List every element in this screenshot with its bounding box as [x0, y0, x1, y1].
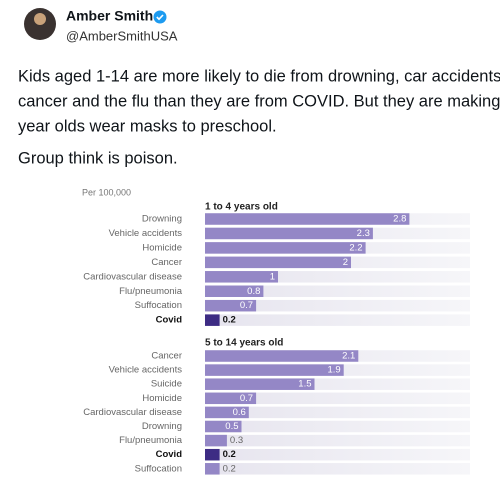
bar	[205, 271, 278, 283]
value-label: 0.5	[225, 421, 238, 432]
value-label: 2	[343, 257, 348, 268]
bar	[205, 406, 249, 419]
tweet-text: Kids aged 1-14 are more likely to die fr…	[18, 67, 500, 85]
chart-title: 1 to 4 years old	[205, 202, 278, 213]
bar	[205, 285, 264, 297]
verified-badge	[153, 10, 167, 24]
category-label: Covid	[156, 315, 183, 326]
category-label: Vehicle accidents	[109, 365, 183, 376]
category-label: Covid	[156, 449, 183, 460]
bar	[205, 448, 220, 461]
category-label: Homicide	[142, 242, 182, 253]
value-label: 0.2	[223, 463, 236, 474]
category-label: Flu/pneumonia	[119, 286, 183, 297]
category-label: Suffocation	[135, 300, 182, 311]
bar	[205, 256, 351, 269]
value-label: 0.7	[240, 393, 253, 404]
user-handle[interactable]: @AmberSmithUSA	[66, 28, 178, 43]
value-label: 0.2	[223, 315, 236, 326]
user-name[interactable]: Amber Smith	[66, 8, 153, 24]
value-label: 2.8	[393, 214, 406, 225]
bar	[205, 242, 366, 254]
bar-background	[205, 420, 470, 433]
value-label: 2.1	[342, 351, 355, 362]
category-label: Cardiovascular disease	[83, 271, 182, 282]
category-label: Drowning	[142, 421, 182, 432]
bar	[205, 392, 257, 405]
category-label: Flu/pneumonia	[119, 435, 183, 446]
chart-title: 5 to 14 years old	[205, 338, 283, 349]
bar-background	[205, 448, 470, 461]
bar	[205, 434, 227, 447]
bar	[205, 227, 373, 240]
bar-background	[205, 434, 470, 447]
bar	[205, 463, 220, 475]
category-label: Cancer	[151, 257, 182, 268]
value-label: 0.2	[223, 449, 236, 460]
value-label: 2.2	[349, 242, 362, 253]
bar-background	[205, 299, 470, 312]
bar-background	[205, 463, 470, 475]
category-label: Homicide	[142, 393, 182, 404]
category-label: Drowning	[142, 214, 182, 225]
value-label: 1.9	[327, 365, 340, 376]
bar	[205, 299, 257, 312]
bar	[205, 364, 344, 376]
tweet-text: year olds wear masks to preschool.	[18, 117, 277, 135]
category-label: Cancer	[151, 351, 182, 362]
bar-background	[205, 314, 470, 326]
avatar-face	[34, 13, 46, 25]
value-label: 0.7	[240, 300, 253, 311]
category-label: Suffocation	[135, 463, 182, 474]
bar-background	[205, 392, 470, 405]
bar	[205, 213, 410, 225]
tweet-text: cancer and the flu than they are from CO…	[18, 92, 500, 110]
value-label: 2.3	[357, 228, 370, 239]
bar-background	[205, 378, 470, 390]
bar	[205, 420, 242, 433]
bar-background	[205, 285, 470, 297]
value-label: 0.8	[247, 286, 260, 297]
bar	[205, 378, 315, 390]
value-label: 1	[270, 271, 275, 282]
category-label: Suicide	[151, 379, 182, 390]
bar	[205, 350, 359, 362]
bar-background	[205, 271, 470, 283]
category-label: Vehicle accidents	[109, 228, 183, 239]
value-label: 0.3	[230, 435, 243, 446]
tweet-text: Group think is poison.	[18, 149, 178, 167]
value-label: 0.6	[233, 407, 246, 418]
value-label: 1.5	[298, 379, 311, 390]
chart-subtitle: Per 100,000	[82, 187, 131, 197]
bar-background	[205, 406, 470, 419]
bar	[205, 314, 220, 326]
category-label: Cardiovascular disease	[83, 407, 182, 418]
